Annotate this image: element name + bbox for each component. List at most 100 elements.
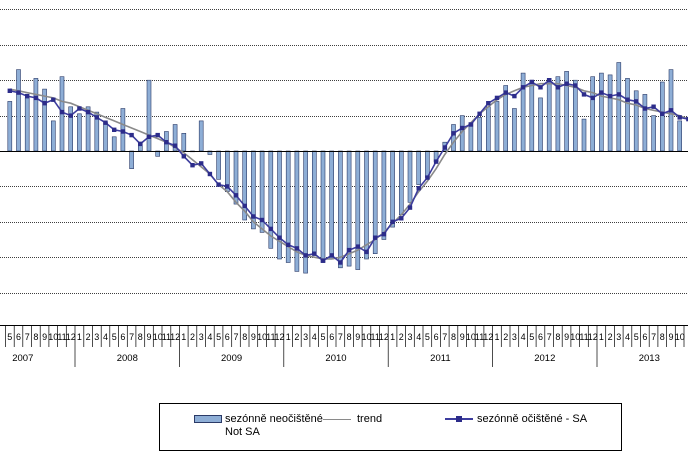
bar-series [0,62,688,274]
bar [111,136,117,152]
month-tick-label: 1 [494,332,499,342]
sa-point [294,246,300,251]
sa-point [381,232,387,237]
sa-point [468,122,474,127]
legend-trend-swatch [323,419,351,420]
month-tick-label: 11 [266,332,275,342]
sa-point [164,140,169,145]
month-tick-label: 8 [660,332,665,342]
legend-bar-swatch [194,415,222,423]
bar [538,97,543,152]
bar [590,76,596,152]
year-label: 2011 [430,353,450,364]
month-tick-label: 4 [521,332,526,342]
sa-point [677,115,682,120]
sa-point [103,120,108,125]
sa-point [625,97,630,102]
bar [494,101,500,152]
sa-point [268,226,273,232]
bar [42,88,47,152]
month-tick-label: 8 [242,332,247,342]
month-tick-label: 3 [512,332,517,342]
sa-point [338,260,343,265]
sa-point [399,216,404,221]
legend-label-sa: sezónně očištěné - SA [477,413,588,425]
sa-point [355,244,360,249]
month-tick-label: 12 [66,332,76,342]
month-tick-label: 5 [425,332,430,342]
sa-point [138,141,143,147]
sa-point [547,78,552,83]
month-tick-label: 6 [16,332,21,342]
month-tick-label: 11 [57,332,66,342]
sa-point [477,111,482,116]
month-tick-label: 7 [547,332,552,342]
month-tick-label: 12 [274,332,284,342]
sa-point [390,219,395,224]
bar [294,150,300,272]
sa-point [320,258,326,263]
sa-point [529,79,534,85]
sa-point [207,171,213,177]
bar [625,78,630,152]
sa-point [494,95,500,101]
bar [407,150,413,203]
sa-point [190,163,195,168]
month-tick-label: 8 [347,332,352,342]
month-tick-label: 10 [570,332,580,342]
sa-point [407,205,413,210]
month-tick-label: 4 [207,332,212,342]
sa-point [112,127,117,132]
sa-point [251,214,256,219]
bar [677,120,683,152]
month-tick-label: 5 [112,332,117,342]
bar [616,62,622,152]
legend-sa-swatch [445,413,473,425]
sa-point [286,242,291,247]
month-tick-label: 11 [162,332,171,342]
sa-point [77,106,82,111]
legend: sezónně neočištěné Not SA trend sezónně … [159,403,622,451]
bar [398,150,404,216]
year-label: 2012 [534,353,555,364]
sa-point [564,81,569,86]
sa-point [373,235,378,240]
bar [33,78,39,152]
year-label: 2009 [221,353,242,364]
month-tick-label: 9 [251,332,256,342]
bar [485,106,491,152]
bar [651,115,656,152]
sa-point [512,93,517,99]
bar [572,79,578,152]
bar [642,94,648,152]
month-tick-label: 2 [86,332,91,342]
bar [146,79,152,152]
sa-point [442,145,447,150]
sa-point [433,159,439,164]
bar [16,69,21,152]
month-tick-label: 10 [153,332,163,342]
month-tick-label: 4 [625,332,630,342]
sa-point [172,143,178,148]
month-tick-label: 12 [379,332,389,342]
line-series [7,78,688,265]
sa-point [668,108,674,113]
month-tick-label: 1 [77,332,82,342]
sa-point [364,249,369,255]
legend-label-not-sa: sezónně neočištěné Not SA [225,413,323,438]
month-tick-label: 7 [233,332,238,342]
month-tick-label: 9 [355,332,360,342]
bar [599,72,604,152]
x-axis: 5 6 7 8 9 10 11 12 1 2 3 4 5 6 7 8 9 10 11 12 1 2 3 4 5 6 7 8 9 10 11 1… [0,325,688,367]
sa-point [16,90,21,95]
month-tick-label: 2 [399,332,404,342]
bar [129,150,134,170]
month-tick-label: 5 [529,332,534,342]
bar [103,122,108,152]
bar [320,150,326,263]
bar [468,122,474,152]
sa-point [181,154,186,159]
bar [77,113,82,152]
sa-point [146,134,152,139]
month-tick-label: 11 [371,332,380,342]
